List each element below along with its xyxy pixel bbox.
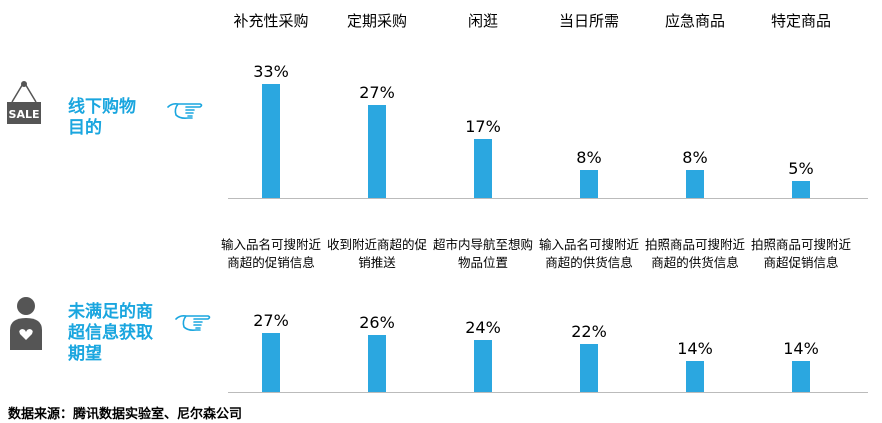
- category-label: 输入品名可搜附近商超的促销信息: [220, 237, 321, 270]
- bar: [580, 343, 598, 392]
- data-label: 17%: [465, 117, 501, 137]
- source-note: 数据来源：腾讯数据实验室、尼尔森公司: [8, 407, 243, 422]
- pointing-hand-icon: [167, 103, 203, 119]
- data-label: 5%: [788, 158, 814, 178]
- sale-sign-icon: SALE: [7, 81, 41, 124]
- data-label: 26%: [359, 313, 395, 333]
- sale-sign-text: SALE: [9, 108, 40, 121]
- category-label: 拍照商品可搜附近商超的供货信息: [644, 237, 745, 270]
- bar: [580, 170, 598, 198]
- category-label: 特定商品: [770, 12, 831, 30]
- category-label: 补充性采购: [233, 12, 309, 30]
- bar: [368, 104, 386, 198]
- row1-label: 线下购物目的: [68, 97, 136, 138]
- bar: [792, 180, 810, 198]
- data-label: 14%: [677, 339, 713, 359]
- category-label: 当日所需: [558, 12, 619, 30]
- pointing-hand-icon: [175, 315, 211, 331]
- bar: [686, 170, 704, 198]
- row2-label: 未满足的商超信息获取期望: [68, 302, 153, 364]
- bar: [262, 84, 280, 198]
- data-label: 14%: [783, 339, 819, 359]
- data-label: 8%: [576, 148, 602, 168]
- category-label: 输入品名可搜附近商超的供货信息: [538, 237, 639, 270]
- bar: [686, 361, 704, 392]
- category-label: 拍照商品可搜附近商超促销信息: [750, 237, 851, 270]
- category-label: 应急商品: [664, 12, 725, 30]
- data-label: 24%: [465, 317, 501, 337]
- category-label: 定期采购: [346, 12, 407, 30]
- x-axis-line: [228, 198, 868, 199]
- bar: [474, 139, 492, 198]
- person-heart-icon: [10, 297, 42, 350]
- bar: [792, 361, 810, 392]
- data-label: 22%: [571, 321, 607, 341]
- bar: [474, 339, 492, 392]
- category-label: 闲逛: [467, 12, 498, 30]
- data-label: 33%: [253, 62, 289, 81]
- category-label: 收到附近商超的促销推送: [326, 237, 427, 270]
- data-label: 27%: [253, 311, 289, 330]
- x-axis-line: [228, 392, 868, 393]
- category-label: 超市内导航至想购物品位置: [432, 237, 533, 270]
- bar: [368, 335, 386, 392]
- data-label: 27%: [359, 82, 395, 102]
- data-label: 8%: [682, 148, 708, 168]
- bar: [262, 333, 280, 392]
